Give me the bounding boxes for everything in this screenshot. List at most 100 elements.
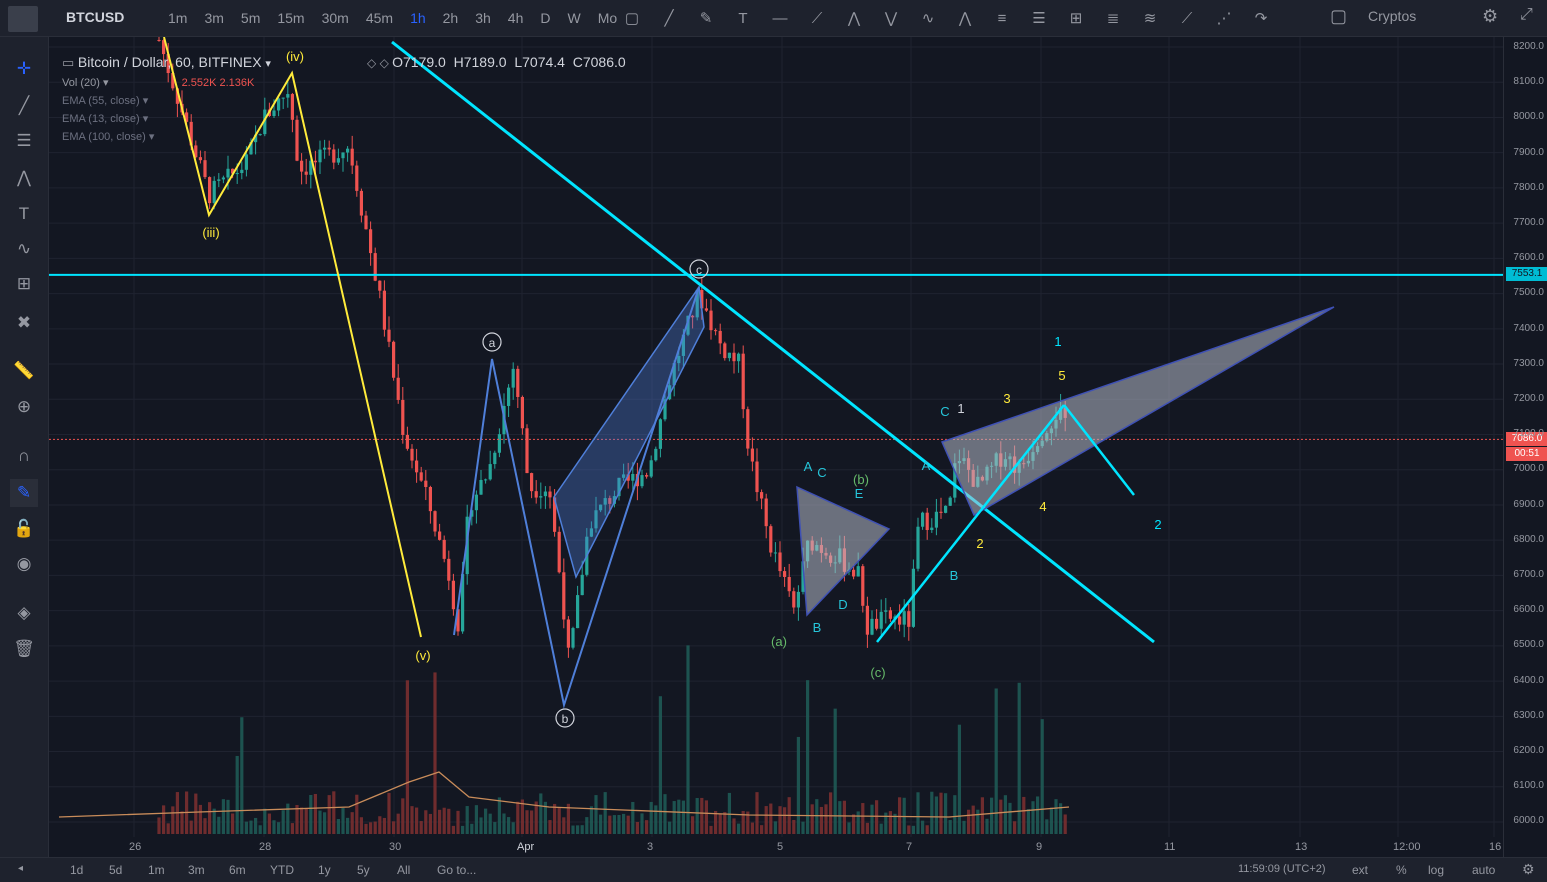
layout-icon[interactable]: ▢ <box>1330 6 1348 26</box>
scale-%[interactable]: % <box>1396 863 1407 877</box>
close-value: C7086.0 <box>572 54 626 70</box>
interval-4h[interactable]: 4h <box>507 10 524 26</box>
time-tick: 16 <box>1489 841 1502 853</box>
trash-icon[interactable]: 🗑 <box>13 639 35 658</box>
line-tool-icon[interactable]: ╱ <box>18 96 30 115</box>
scale-log[interactable]: log <box>1428 863 1445 877</box>
interval-Mo[interactable]: Mo <box>597 10 618 26</box>
candle <box>189 121 193 146</box>
symbol-search[interactable]: BTCUSD <box>66 9 125 25</box>
volume-bar <box>769 803 773 834</box>
volume-bar <box>888 811 892 834</box>
interval-5m[interactable]: 5m <box>240 10 261 26</box>
interval-30m[interactable]: 30m <box>321 10 349 26</box>
stay-drawing-icon[interactable]: ✎ <box>10 479 38 507</box>
interval-1h[interactable]: 1h <box>410 10 426 26</box>
wave-tool-icon[interactable]: ∿ <box>16 239 32 258</box>
candle <box>773 552 777 554</box>
interval-1m[interactable]: 1m <box>168 10 188 26</box>
magnet-icon[interactable]: ∩ <box>17 446 31 465</box>
impulse-wave-line <box>163 37 422 638</box>
goto-button[interactable]: Go to... <box>437 863 477 877</box>
wave-label-pa: (a) <box>771 634 787 649</box>
fib-retracement-icon[interactable]: ≡ <box>997 9 1007 27</box>
interval-3m[interactable]: 3m <box>204 10 224 26</box>
scale-auto[interactable]: auto <box>1472 863 1496 877</box>
pitchfork-icon[interactable]: ≣ <box>1106 10 1120 27</box>
candle <box>548 491 552 498</box>
settings-gear-icon[interactable]: ⚙ <box>1522 861 1535 877</box>
pattern-tool-icon[interactable]: ⋀ <box>17 168 31 187</box>
interval-2h[interactable]: 2h <box>442 10 459 26</box>
market-selector[interactable]: Cryptos <box>1368 8 1417 24</box>
layers-icon[interactable]: ◈ <box>17 603 31 622</box>
crosshair-icon[interactable]: ✛ <box>16 59 32 78</box>
volume-bar <box>1013 821 1017 834</box>
pattern-xabcd-icon[interactable]: ⋀ <box>847 10 861 27</box>
candle <box>783 571 787 577</box>
legend-title[interactable]: Bitcoin / Dollar, 60, BITFINEX <box>77 54 262 70</box>
fib-ext-icon[interactable]: ☰ <box>1032 10 1046 27</box>
volume-bar <box>162 805 166 834</box>
measure-icon[interactable]: 📏 <box>13 361 35 380</box>
collapse-icon[interactable]: ◂ <box>18 863 24 874</box>
volume-bar <box>691 816 695 834</box>
remove-icon[interactable]: ✖ <box>16 313 32 332</box>
eye-icon[interactable]: ◉ <box>16 554 32 573</box>
ema13-indicator[interactable]: EMA (13, close) <box>62 113 140 125</box>
gear-icon[interactable]: ⚙ <box>1482 6 1499 26</box>
scale-ext[interactable]: ext <box>1352 863 1369 877</box>
range-1y[interactable]: 1y <box>318 863 331 877</box>
ruler-icon[interactable]: ⟋ <box>1181 9 1193 27</box>
horizontal-line-icon[interactable]: — <box>772 9 788 27</box>
candle <box>898 616 902 625</box>
redo-icon[interactable]: ↷ <box>1254 10 1268 27</box>
elliott-icon[interactable]: ∿ <box>921 10 935 27</box>
volume-bar <box>373 821 377 834</box>
ema100-indicator[interactable]: EMA (100, close) <box>62 131 146 143</box>
projection-icon[interactable]: ⋰ <box>1216 10 1232 27</box>
volume-bar <box>663 794 667 834</box>
candle <box>741 353 745 410</box>
range-3m[interactable]: 3m <box>188 863 205 877</box>
range-6m[interactable]: 6m <box>229 863 246 877</box>
interval-D[interactable]: D <box>540 10 551 26</box>
pattern-abcd-icon[interactable]: ⋁ <box>884 10 898 27</box>
volume-bar <box>433 672 437 834</box>
gann-box-icon[interactable]: ⊞ <box>1069 10 1083 27</box>
interval-45m[interactable]: 45m <box>365 10 394 26</box>
range-5y[interactable]: 5y <box>357 863 370 877</box>
lock-icon[interactable]: 🔓 <box>13 519 35 538</box>
interval-W[interactable]: W <box>567 10 581 26</box>
price-axis[interactable]: 7553.1 7086.0 00:51 8200.0 8100.0 8000.0 79… <box>1503 37 1547 857</box>
time-axis[interactable]: 26 28 30 Apr 3 5 7 9 11 13 12:00 16 <box>49 837 1503 857</box>
abc-icon[interactable]: ⋀ <box>958 10 972 27</box>
range-All[interactable]: All <box>397 863 411 877</box>
projection-tool-icon[interactable]: ⊞ <box>16 274 32 293</box>
candle <box>419 472 423 481</box>
ema55-indicator[interactable]: EMA (55, close) <box>62 95 140 107</box>
interval-15m[interactable]: 15m <box>277 10 305 26</box>
range-1m[interactable]: 1m <box>148 863 165 877</box>
zoom-icon[interactable]: ⊕ <box>16 397 32 416</box>
brush-icon[interactable]: ✎ <box>699 10 713 27</box>
channel-tool-icon[interactable]: ☰ <box>16 131 32 150</box>
volume-bar <box>916 792 920 834</box>
text-icon[interactable]: T <box>738 9 748 27</box>
fib-icon[interactable]: ⟋ <box>811 9 823 27</box>
trendline-icon[interactable]: ╱ <box>664 10 674 27</box>
range-1d[interactable]: 1d <box>70 863 84 877</box>
logo-icon[interactable] <box>8 6 38 32</box>
projection-line <box>1063 404 1135 496</box>
range-5d[interactable]: 5d <box>109 863 123 877</box>
fan-icon[interactable]: ≋ <box>1143 10 1157 27</box>
candle <box>534 491 538 498</box>
vol-indicator[interactable]: Vol (20) <box>62 77 100 89</box>
candle <box>530 473 534 492</box>
range-YTD[interactable]: YTD <box>270 863 294 877</box>
fullscreen-icon[interactable]: ⤢ <box>1520 6 1533 23</box>
interval-3h[interactable]: 3h <box>475 10 491 26</box>
text-tool-icon[interactable]: T <box>18 204 30 223</box>
rectangle-icon[interactable]: ▢ <box>624 10 640 27</box>
